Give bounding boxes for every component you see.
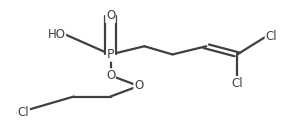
Text: O: O [106,69,115,82]
Text: P: P [107,48,114,61]
Text: Cl: Cl [18,106,29,119]
Text: HO: HO [48,28,65,41]
Text: Cl: Cl [231,77,243,90]
Text: O: O [134,79,143,92]
Text: Cl: Cl [265,30,277,43]
Text: O: O [106,9,115,22]
